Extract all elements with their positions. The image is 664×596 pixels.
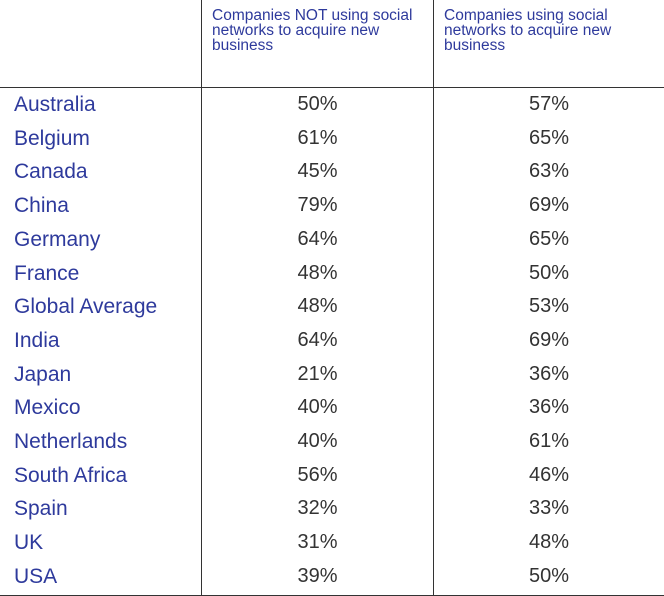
table-row: Spain 32% 33% xyxy=(0,492,664,525)
value-using: 36% xyxy=(528,362,570,385)
country-label: UK xyxy=(14,531,44,555)
value-not-using: 39% xyxy=(297,564,338,587)
column-header-not-using: Companies NOT using social networks to a… xyxy=(212,7,413,54)
country-label: Australia xyxy=(14,93,96,116)
value-using: 57% xyxy=(528,93,570,115)
country-label: Belgium xyxy=(14,126,90,150)
table-row: Global Average 48% 53% xyxy=(0,290,664,323)
country-label: South Africa xyxy=(14,463,128,487)
value-not-using: 31% xyxy=(297,531,338,554)
table-row: USA 39% 50% xyxy=(0,560,664,593)
value-using: 50% xyxy=(528,564,570,587)
value-using: 69% xyxy=(528,328,570,351)
column-divider-left xyxy=(201,0,202,596)
country-label: Spain xyxy=(14,497,68,521)
value-using: 46% xyxy=(528,463,570,486)
value-not-using: 21% xyxy=(297,362,338,385)
table-row: Canada 45% 63% xyxy=(0,155,664,188)
country-label: Germany xyxy=(14,227,101,251)
value-using: 50% xyxy=(528,261,570,284)
value-using: 53% xyxy=(528,295,570,318)
value-using: 33% xyxy=(528,497,570,520)
value-using: 61% xyxy=(528,430,570,452)
country-label: France xyxy=(14,261,80,285)
value-not-using: 40% xyxy=(297,396,338,419)
column-header-using: Companies using social networks to acqui… xyxy=(444,7,612,54)
table-row: China 79% 69% xyxy=(0,189,664,222)
value-not-using: 79% xyxy=(297,194,338,217)
column-divider-right xyxy=(433,0,434,596)
table-row: Japan 21% 36% xyxy=(0,358,664,391)
value-using: 63% xyxy=(528,160,570,183)
value-not-using: 61% xyxy=(297,126,338,149)
value-using: 65% xyxy=(528,227,570,250)
value-not-using: 40% xyxy=(297,430,338,452)
value-not-using: 64% xyxy=(297,328,338,351)
table-row: India 64% 69% xyxy=(0,324,664,357)
country-label: USA xyxy=(14,564,58,588)
value-using: 69% xyxy=(528,194,570,217)
value-using: 65% xyxy=(528,126,570,149)
country-label: India xyxy=(14,328,60,352)
table-row: Australia 50% 57% xyxy=(0,88,664,121)
header-rule xyxy=(0,87,664,88)
country-label: Mexico xyxy=(14,396,81,420)
table-row: Germany 64% 65% xyxy=(0,223,664,256)
country-label: Canada xyxy=(14,160,88,184)
table-row: Netherlands 40% 61% xyxy=(0,425,664,458)
country-label: Japan xyxy=(14,362,72,386)
value-using: 48% xyxy=(528,531,570,554)
table-row: UK 31% 48% xyxy=(0,526,664,559)
value-not-using: 45% xyxy=(297,160,338,183)
value-not-using: 32% xyxy=(297,497,338,520)
value-not-using: 56% xyxy=(297,463,338,486)
table-row: Mexico 40% 36% xyxy=(0,391,664,424)
value-not-using: 50% xyxy=(297,93,338,115)
table-row: Belgium 61% 65% xyxy=(0,122,664,155)
country-label: Global Average xyxy=(14,295,158,319)
value-using: 36% xyxy=(528,396,570,419)
country-label: China xyxy=(14,194,69,218)
table-row: France 48% 50% xyxy=(0,257,664,290)
value-not-using: 48% xyxy=(297,261,338,284)
country-label: Netherlands xyxy=(14,430,128,453)
value-not-using: 48% xyxy=(297,295,338,318)
value-not-using: 64% xyxy=(297,227,338,250)
table-row: South Africa 56% 46% xyxy=(0,459,664,492)
